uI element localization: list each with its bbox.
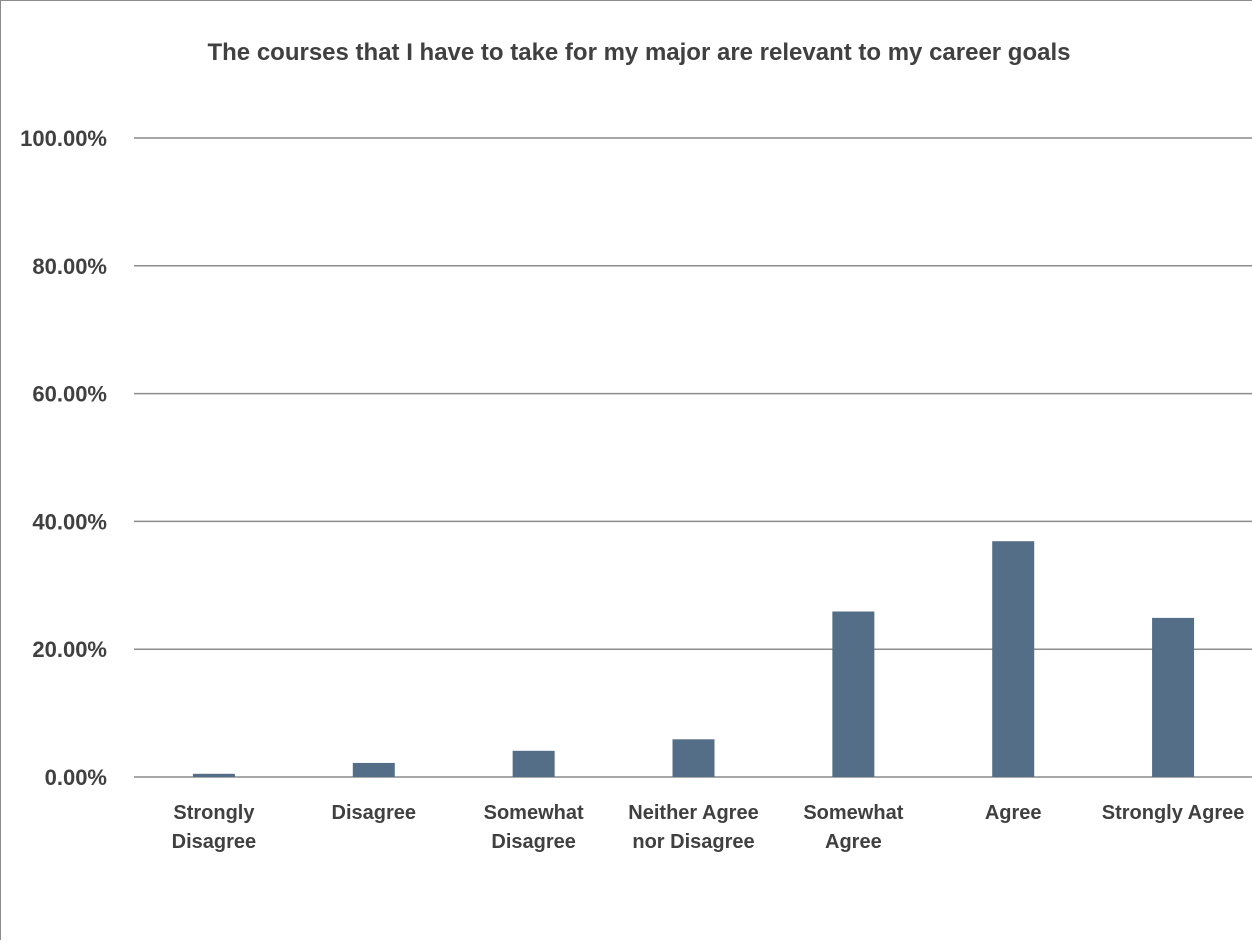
y-tick-label: 80.00% <box>32 254 107 279</box>
chart-title: The courses that I have to take for my m… <box>207 39 1070 66</box>
bar <box>992 541 1035 777</box>
y-tick-label: 40.00% <box>32 509 107 534</box>
y-axis-tick-labels: 0.00% 20.00% 40.00% 60.00% 80.00% 100.00% <box>20 126 107 790</box>
bar <box>512 750 555 777</box>
x-category-label: Somewhat Agree <box>803 802 903 853</box>
x-category-label: Somewhat Disagree <box>484 802 584 853</box>
y-tick-label: 100.00% <box>20 126 107 151</box>
bar <box>672 739 715 777</box>
gridlines <box>134 137 1252 778</box>
x-category-label: Agree <box>985 802 1042 824</box>
bar <box>352 762 395 777</box>
y-tick-label: 0.00% <box>45 765 107 790</box>
bar <box>1152 617 1195 777</box>
x-category-label: Strongly Agree <box>1102 802 1245 824</box>
x-category-label: Disagree <box>332 802 417 824</box>
bar <box>192 773 235 777</box>
x-axis-category-labels: Strongly Disagree Disagree Somewhat Disagree… <box>172 802 1245 853</box>
y-tick-label: 60.00% <box>32 382 107 407</box>
y-tick-label: 20.00% <box>32 637 107 662</box>
x-category-label: Strongly Disagree <box>172 802 257 853</box>
bars <box>192 541 1195 777</box>
x-category-label: Neither Agree nor Disagree <box>628 802 758 853</box>
bar <box>832 611 875 777</box>
